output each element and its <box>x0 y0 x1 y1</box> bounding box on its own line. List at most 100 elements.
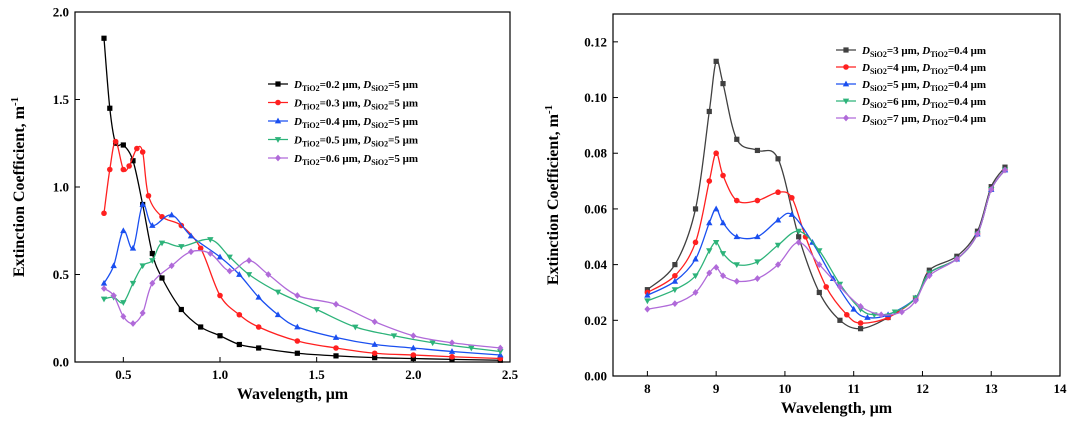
plot-frame <box>74 11 511 363</box>
y-axis-title-superscript: -1 <box>9 97 21 106</box>
data-point <box>754 259 761 266</box>
legend-item: DSiO2=4 μm, DTiO2=0.4 μm <box>836 62 986 76</box>
data-point <box>134 145 140 152</box>
data-point <box>168 262 175 270</box>
data-point <box>333 300 339 308</box>
legend-marker <box>842 80 850 87</box>
data-point <box>371 341 378 347</box>
x-tick-label: 11 <box>848 381 860 396</box>
data-point <box>775 156 781 162</box>
legend-text-part: =5 μm <box>388 116 418 128</box>
legend-text-part: =5 μm <box>388 79 418 91</box>
data-point <box>692 289 699 296</box>
data-point <box>101 35 107 41</box>
data-point <box>139 309 146 317</box>
data-point <box>126 163 132 169</box>
data-point <box>775 189 781 196</box>
data-point <box>774 242 782 249</box>
data-point <box>754 147 761 154</box>
legend-marker <box>275 81 281 87</box>
data-point <box>712 205 720 212</box>
data-point <box>107 105 113 111</box>
data-point <box>333 353 339 359</box>
legend-text-part: D <box>861 113 870 125</box>
data-point <box>332 334 340 340</box>
data-point <box>313 307 320 313</box>
legend-marker <box>843 64 849 70</box>
data-point <box>706 269 713 277</box>
legend-text-part: D <box>293 98 302 110</box>
data-point <box>671 287 679 294</box>
data-point <box>449 353 455 360</box>
series-line <box>103 249 501 349</box>
data-point <box>692 206 699 212</box>
x-tick-label: 8 <box>644 381 651 396</box>
legend-text-part: D <box>293 135 302 147</box>
legend-text-part: =4 μm, <box>887 62 922 74</box>
legend-label: DSiO2=4 μm, DTiO2=0.4 μm <box>861 62 986 76</box>
data-point <box>294 323 301 330</box>
legend-subscript: SiO2 <box>371 158 388 167</box>
data-point <box>719 251 727 257</box>
data-point <box>692 273 699 280</box>
chart-left-tio2-variation: 0.5 1.0 1.5 2.0 2.5 0.0 0.5 1.0 1.5 2.0 Wavelength… <box>9 5 519 404</box>
data-point <box>671 300 678 307</box>
data-point <box>720 81 726 87</box>
data-point <box>149 258 156 264</box>
data-point <box>410 352 417 358</box>
y-tick-label: 2.0 <box>53 5 69 20</box>
data-point <box>719 219 727 226</box>
data-point <box>197 245 204 252</box>
data-point <box>294 292 301 299</box>
legend-text-part: =0.4 μm <box>948 62 986 74</box>
data-point <box>112 138 119 145</box>
legend-marker <box>843 47 849 53</box>
data-point <box>864 314 871 320</box>
data-point <box>706 248 713 255</box>
chart-right-sio2-variation: 8 9 10 11 12 13 14 0.00 0.02 0.04 0.06 0.08 0.10 0.12… <box>543 13 1068 417</box>
legend-label: DTiO2=0.6 μm, DSiO2=5 μm <box>293 153 418 167</box>
x-tick-label: 1.0 <box>212 367 228 382</box>
x-axis-title: Wavelength, μm <box>237 386 349 403</box>
data-point <box>953 255 960 263</box>
legend-subscript: SiO2 <box>371 84 388 93</box>
y-axis-title: Extinction Coefficient, m-1 <box>9 97 28 277</box>
data-point <box>857 326 864 332</box>
series-4 <box>101 248 504 352</box>
legend-text-part: D <box>861 79 870 91</box>
y-tick-label: 1.0 <box>53 180 69 195</box>
data-point <box>333 345 339 351</box>
data-point <box>120 227 127 234</box>
data-point <box>120 142 126 148</box>
data-point <box>149 250 155 257</box>
data-point <box>372 355 378 361</box>
data-point <box>246 257 252 264</box>
data-point <box>692 239 699 246</box>
data-point <box>100 296 108 303</box>
data-point <box>100 279 108 286</box>
x-axis-title: Wavelength, μm <box>781 400 893 417</box>
y-tick-label: 0.12 <box>584 34 607 49</box>
legend-text-part: =0.4 μm <box>948 96 986 108</box>
x-tick-label: 14 <box>1054 381 1068 396</box>
legend-subscript: SiO2 <box>870 101 887 110</box>
data-point <box>1001 166 1008 174</box>
data-point <box>371 350 378 357</box>
x-tick-label: 2.0 <box>405 367 421 382</box>
legend-text-part: =5 μm, <box>887 79 922 91</box>
data-point <box>110 292 117 299</box>
legend-subscript: TiO2 <box>302 140 320 149</box>
x-tick-label: 9 <box>713 381 720 396</box>
legend-marker <box>842 98 850 105</box>
data-point <box>120 166 127 173</box>
data-point <box>644 298 651 305</box>
data-point <box>754 275 761 282</box>
legend-text-part: =6 μm, <box>887 96 922 108</box>
legend-subscript: SiO2 <box>371 121 388 130</box>
data-point <box>789 194 795 201</box>
legend-label: DSiO2=7 μm, DTiO2=0.4 μm <box>861 113 986 127</box>
legend-item: DTiO2=0.5 μm, DSiO2=5 μm <box>268 135 418 149</box>
data-point <box>274 289 282 296</box>
legend-text-part: D <box>861 62 870 74</box>
